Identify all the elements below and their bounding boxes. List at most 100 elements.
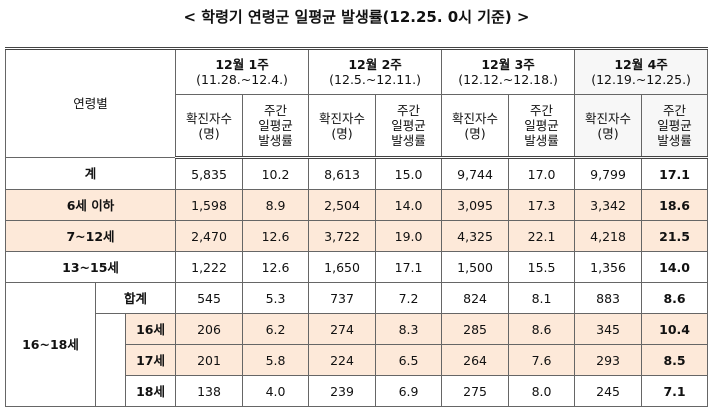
header-line: 일평균 [391,118,426,133]
data-cell: 1,356 [574,251,643,283]
data-cell: 9,744 [441,157,510,190]
header-line: (명) [331,125,353,141]
data-cell: 10.4 [641,313,709,345]
spacer-cell [95,313,126,407]
header-line: 확진자수 [186,110,233,126]
data-cell: 5.8 [242,344,310,376]
data-cell: 4,218 [574,220,643,252]
row-label: 6세 이하 [4,189,177,221]
data-cell: 264 [441,344,510,376]
week-label: 12월 1주 [215,57,269,72]
header-line: 확진자수 [452,110,499,126]
column-header: 확진자수 (명) [574,94,643,159]
header-line: 발생률 [524,133,559,148]
week-range: (12.19.~12.25.) [591,72,691,87]
week-range: (11.28.~12.4.) [196,72,288,87]
data-cell: 8.1 [508,282,576,314]
header-row: 확진자수 (명) 주간 일평균 발생률 확진자수 (명) 주간 일평균 발생률 확진자수 (명) 주간 일… [6,94,709,159]
header-line: 발생률 [258,133,293,148]
data-row: 계 5,835 10.2 8,613 15.0 9,744 17.0 9,799 17.1 [4,157,709,190]
week-header: 12월 3주 (12.12.~12.18.) [441,47,576,95]
row-label: 13~15세 [4,251,177,283]
data-cell: 737 [308,282,377,314]
header-line: 확진자수 [585,110,632,126]
data-cell: 17.1 [641,157,709,190]
data-cell: 6.9 [375,375,443,407]
row-label: 계 [4,157,177,190]
header-line: 주간 [264,103,288,118]
data-cell: 3,722 [308,220,377,252]
data-cell: 22.1 [508,220,576,252]
data-cell: 8,613 [308,157,377,190]
header-line: 주간 [663,103,687,118]
data-cell: 7.2 [375,282,443,314]
week-header: 12월 1주 (11.28.~12.4.) [175,47,310,95]
data-cell: 21.5 [641,220,709,252]
data-cell: 274 [308,313,377,345]
data-cell: 19.0 [375,220,443,252]
data-cell: 245 [574,375,643,407]
data-row: 6세 이하 1,598 8.9 2,504 14.0 3,095 17.3 3,342 18.6 [4,189,709,221]
data-cell: 17.1 [375,251,443,283]
data-cell: 239 [308,375,377,407]
column-header: 주간 일평균 발생률 [641,94,709,159]
data-cell: 7.6 [508,344,576,376]
data-cell: 5.3 [242,282,310,314]
column-header: 주간 일평균 발생률 [508,94,576,159]
column-header: 확진자수 (명) [441,94,510,159]
header-line: 일평균 [524,118,559,133]
data-cell: 1,500 [441,251,510,283]
data-cell: 8.0 [508,375,576,407]
data-cell: 206 [175,313,244,345]
data-row: 16~18세 합계 545 5.3 737 7.2 824 8.1 883 8.6 [5,282,709,407]
header-row: 연령별 12월 1주 (11.28.~12.4.) 12월 2주 (12.5.~12.1… [4,47,709,158]
column-header: 주간 일평균 발생률 [375,94,443,159]
data-row: 18세 138 4.0 239 6.9 275 8.0 245 7.1 [6,375,709,407]
data-row: 17세 201 5.8 224 6.5 264 7.6 293 8.5 [6,344,709,376]
group-label: 16~18세 [5,282,96,407]
data-cell: 5,835 [175,157,244,190]
data-cell: 285 [441,313,510,345]
data-cell: 138 [175,375,244,407]
column-header: 확진자수 (명) [175,94,244,159]
data-cell: 6.2 [242,313,310,345]
header-line: 확진자수 [319,110,366,126]
data-cell: 2,504 [308,189,377,221]
data-cell: 545 [175,282,244,314]
data-cell: 17.3 [508,189,576,221]
data-cell: 15.5 [508,251,576,283]
data-cell: 6.5 [375,344,443,376]
data-cell: 2,470 [175,220,244,252]
week-label: 12월 3주 [481,57,535,72]
data-cell: 17.0 [508,157,576,190]
data-cell: 14.0 [375,189,443,221]
data-cell: 824 [441,282,510,314]
data-row: 7~12세 2,470 12.6 3,722 19.0 4,325 22.1 4,218 21.… [4,220,709,252]
data-cell: 3,342 [574,189,643,221]
data-cell: 293 [574,344,643,376]
row-label: 16세 [124,313,177,345]
data-cell: 1,650 [308,251,377,283]
header-line: (명) [597,125,619,141]
data-cell: 12.6 [242,251,310,283]
data-cell: 1,598 [175,189,244,221]
data-cell: 1,222 [175,251,244,283]
title: < 학령기 연령군 일평균 발생률(12.25. 0시 기준) > [183,8,530,26]
data-cell: 12.6 [242,220,310,252]
data-cell: 7.1 [641,375,709,407]
data-cell: 18.6 [641,189,709,221]
data-cell: 8.3 [375,313,443,345]
data-cell: 8.5 [641,344,709,376]
data-cell: 8.9 [242,189,310,221]
table: 연령별 12월 1주 (11.28.~12.4.) 12월 2주 (12.5.~12.1… [4,47,709,407]
header-line: 일평균 [258,118,293,133]
header-line: 주간 [397,103,421,118]
data-cell: 15.0 [375,157,443,190]
data-cell: 883 [574,282,643,314]
header-line: (명) [464,125,486,141]
header-line: 일평균 [657,118,692,133]
week-range: (12.12.~12.18.) [458,72,558,87]
column-header: 확진자수 (명) [308,94,377,159]
data-cell: 4.0 [242,375,310,407]
